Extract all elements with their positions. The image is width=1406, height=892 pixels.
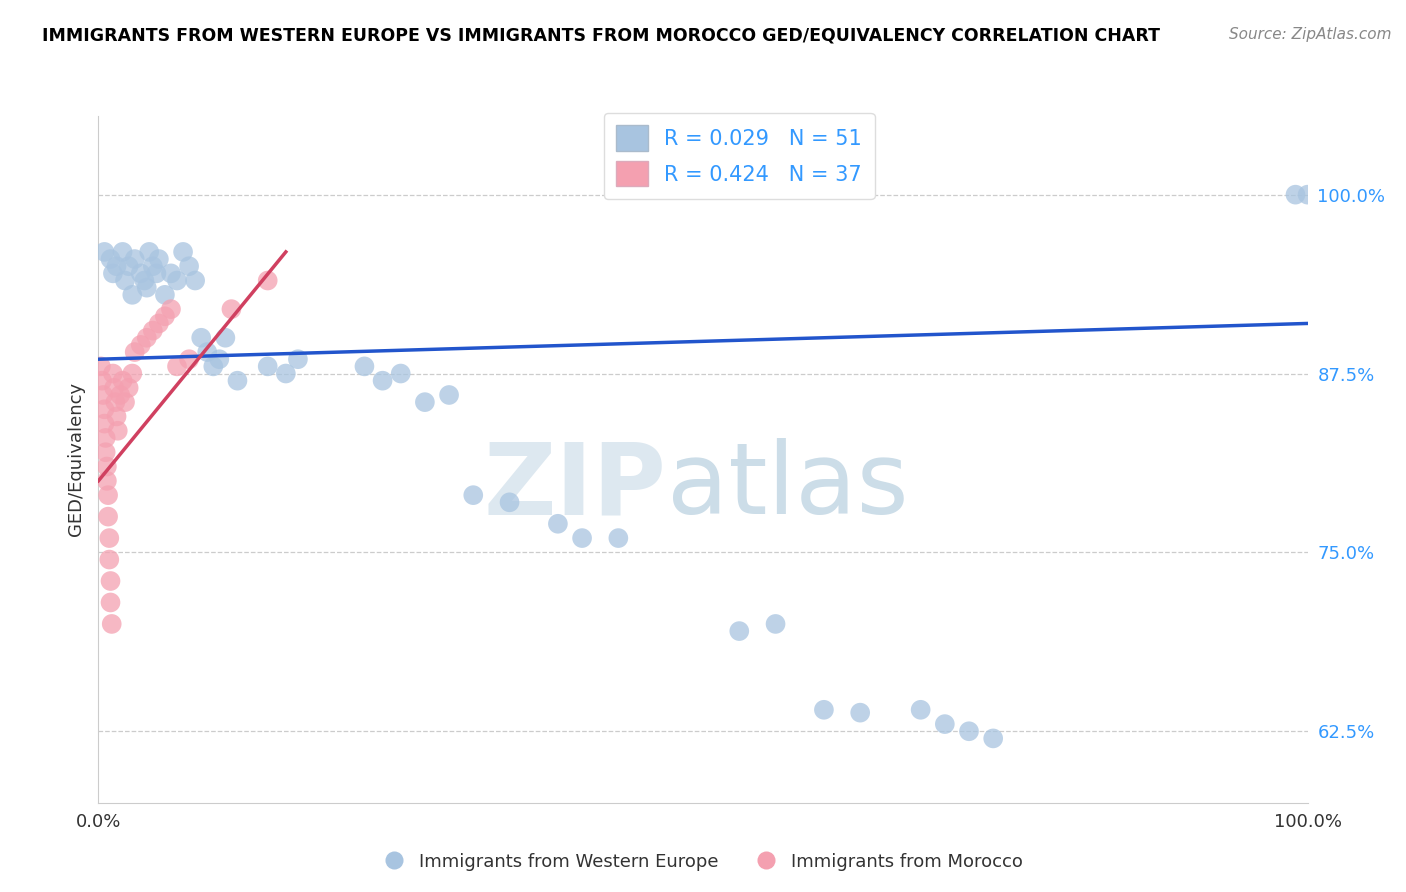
Point [571, 531, 593, 545]
Point [105, 259, 128, 273]
Point [202, 359, 225, 374]
Point [94, 445, 117, 459]
Text: IMMIGRANTS FROM WESTERN EUROPE VS IMMIGRANTS FROM MOROCCO GED/EQUIVALENCY CORREL: IMMIGRANTS FROM WESTERN EUROPE VS IMMIGR… [42, 27, 1160, 45]
Point [118, 259, 141, 273]
Point [849, 706, 872, 720]
Point [98, 531, 121, 545]
Point [134, 273, 156, 287]
Point [981, 731, 1004, 746]
Point [437, 388, 460, 402]
Point [93, 402, 115, 417]
Point [389, 367, 412, 381]
Point [148, 252, 170, 266]
Point [98, 552, 121, 566]
Point [118, 381, 141, 395]
Point [1296, 187, 1319, 202]
Point [135, 281, 157, 295]
Point [121, 367, 143, 381]
Point [104, 395, 127, 409]
Point [179, 259, 201, 273]
Point [287, 352, 309, 367]
Point [728, 624, 751, 639]
Point [111, 244, 134, 259]
Point [138, 244, 160, 259]
Point [96, 459, 118, 474]
Point [96, 474, 118, 488]
Point [910, 703, 932, 717]
Point [100, 252, 122, 266]
Point [100, 574, 122, 588]
Point [463, 488, 485, 502]
Point [90, 359, 112, 374]
Legend: R = 0.029   N = 51, R = 0.424   N = 37: R = 0.029 N = 51, R = 0.424 N = 37 [605, 112, 875, 199]
Point [91, 388, 114, 402]
Point [166, 359, 188, 374]
Point [1284, 187, 1306, 202]
Point [103, 381, 125, 395]
Point [94, 431, 117, 445]
Point [208, 352, 231, 367]
Y-axis label: GED/Equivalency: GED/Equivalency [66, 383, 84, 536]
Point [353, 359, 375, 374]
Point [256, 273, 278, 287]
Text: atlas: atlas [666, 438, 908, 535]
Point [498, 495, 520, 509]
Legend: Immigrants from Western Europe, Immigrants from Morocco: Immigrants from Western Europe, Immigran… [375, 845, 1031, 879]
Point [97, 509, 120, 524]
Point [105, 409, 128, 424]
Point [166, 273, 188, 287]
Text: ZIP: ZIP [484, 438, 666, 535]
Point [160, 302, 183, 317]
Point [114, 395, 136, 409]
Point [153, 288, 176, 302]
Point [221, 302, 243, 317]
Point [957, 724, 980, 739]
Point [97, 488, 120, 502]
Point [413, 395, 436, 409]
Point [145, 266, 167, 280]
Point [100, 616, 122, 631]
Point [111, 374, 134, 388]
Point [214, 331, 236, 345]
Point [195, 345, 218, 359]
Point [172, 244, 194, 259]
Point [135, 331, 157, 345]
Text: Source: ZipAtlas.com: Source: ZipAtlas.com [1229, 27, 1392, 42]
Point [124, 252, 146, 266]
Point [765, 616, 787, 631]
Point [607, 531, 630, 545]
Point [107, 424, 129, 438]
Point [108, 388, 131, 402]
Point [100, 595, 122, 609]
Point [129, 338, 152, 352]
Point [129, 266, 152, 280]
Point [148, 317, 170, 331]
Point [153, 310, 176, 324]
Point [142, 324, 165, 338]
Point [274, 367, 297, 381]
Point [101, 367, 124, 381]
Point [121, 288, 143, 302]
Point [124, 345, 146, 359]
Point [179, 352, 201, 367]
Point [547, 516, 569, 531]
Point [371, 374, 394, 388]
Point [934, 717, 956, 731]
Point [91, 374, 114, 388]
Point [93, 417, 115, 431]
Point [93, 244, 115, 259]
Point [184, 273, 207, 287]
Point [813, 703, 835, 717]
Point [226, 374, 249, 388]
Point [190, 331, 212, 345]
Point [256, 359, 278, 374]
Point [101, 266, 124, 280]
Point [114, 273, 136, 287]
Point [142, 259, 165, 273]
Point [160, 266, 183, 280]
